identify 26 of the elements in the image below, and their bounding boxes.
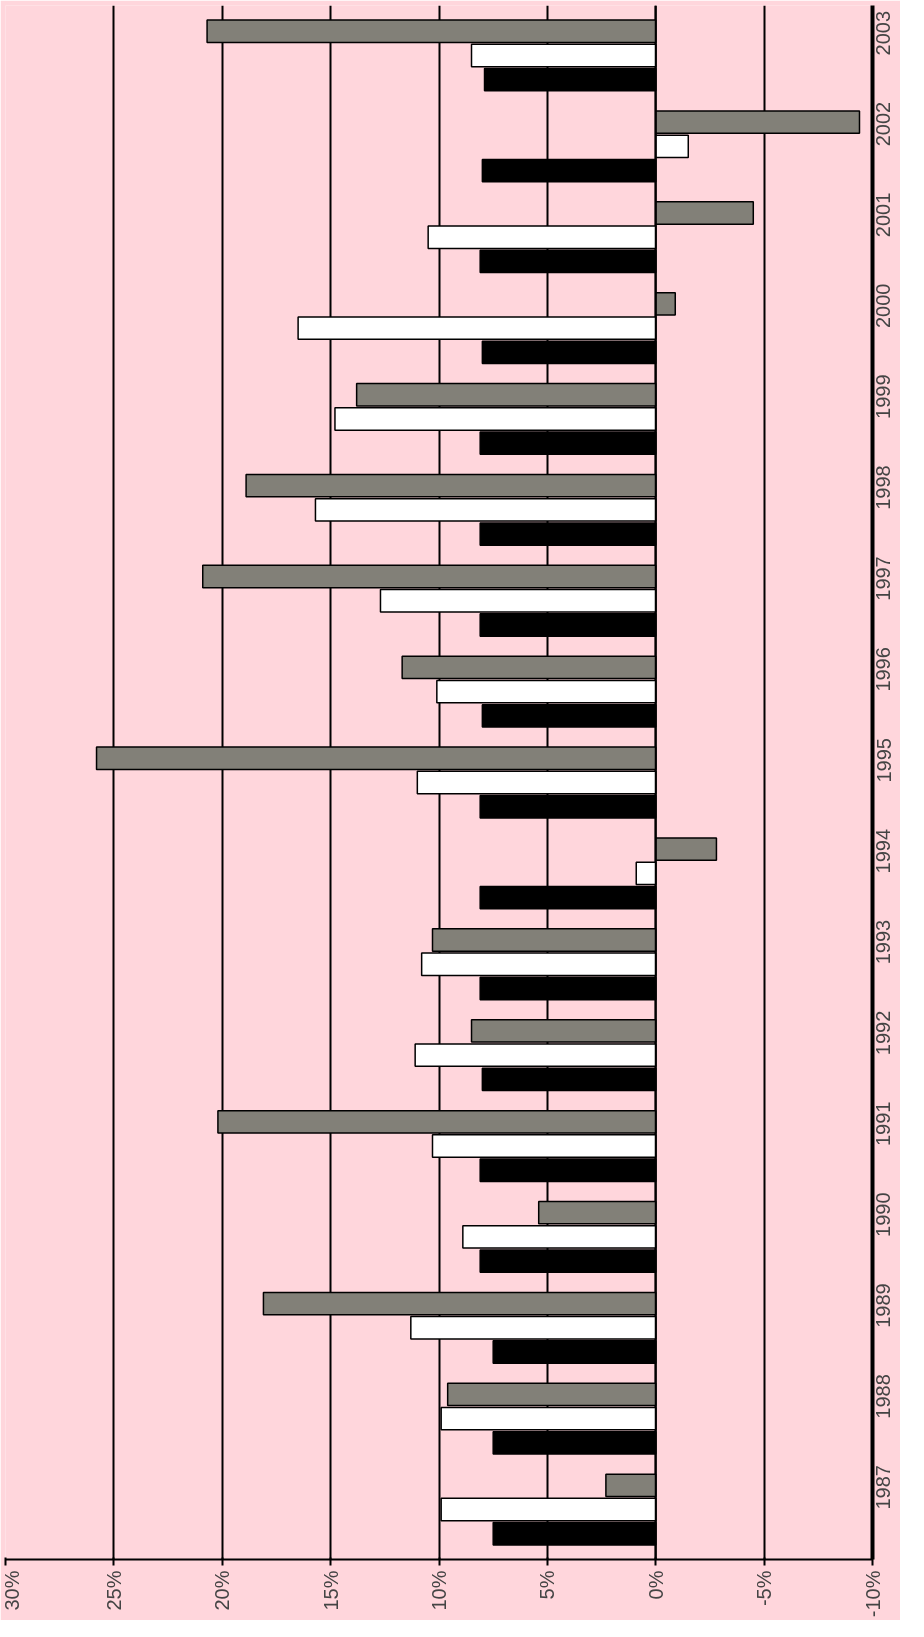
y-tick-label: 2002 xyxy=(872,101,895,147)
y-tick-label: 1995 xyxy=(872,738,895,783)
y-tick-label: 1999 xyxy=(872,374,895,419)
x-tick-label: 15% xyxy=(319,1570,342,1611)
x-tick-label: 20% xyxy=(211,1570,234,1611)
x-tick-label: 5% xyxy=(536,1570,559,1600)
y-tick-label: 1991 xyxy=(872,1101,895,1147)
y-tick-label: 1990 xyxy=(872,1192,895,1237)
y-tick-label: 2003 xyxy=(872,10,895,56)
y-tick-label: 1987 xyxy=(872,1465,895,1510)
y-tick-label: 1997 xyxy=(872,556,895,601)
y-tick-label: 2000 xyxy=(872,283,895,329)
y-tick-label: 1993 xyxy=(872,919,895,965)
y-tick-label: 1998 xyxy=(872,465,895,510)
y-tick-label: 1996 xyxy=(872,647,895,692)
y-tick-label: 1992 xyxy=(872,1010,895,1056)
x-tick-label: 25% xyxy=(102,1570,125,1611)
y-tick-label: 1989 xyxy=(872,1283,895,1328)
x-tick-label: -5% xyxy=(753,1570,776,1607)
x-tick-label: 0% xyxy=(644,1570,667,1600)
y-tick-label: 1994 xyxy=(872,828,895,874)
y-tick-label: 1988 xyxy=(872,1374,895,1419)
x-tick-label: -10% xyxy=(861,1570,884,1618)
y-tick-label: 2001 xyxy=(872,192,895,238)
x-tick-label: 30% xyxy=(0,1570,23,1611)
x-tick-label: 10% xyxy=(428,1570,450,1611)
